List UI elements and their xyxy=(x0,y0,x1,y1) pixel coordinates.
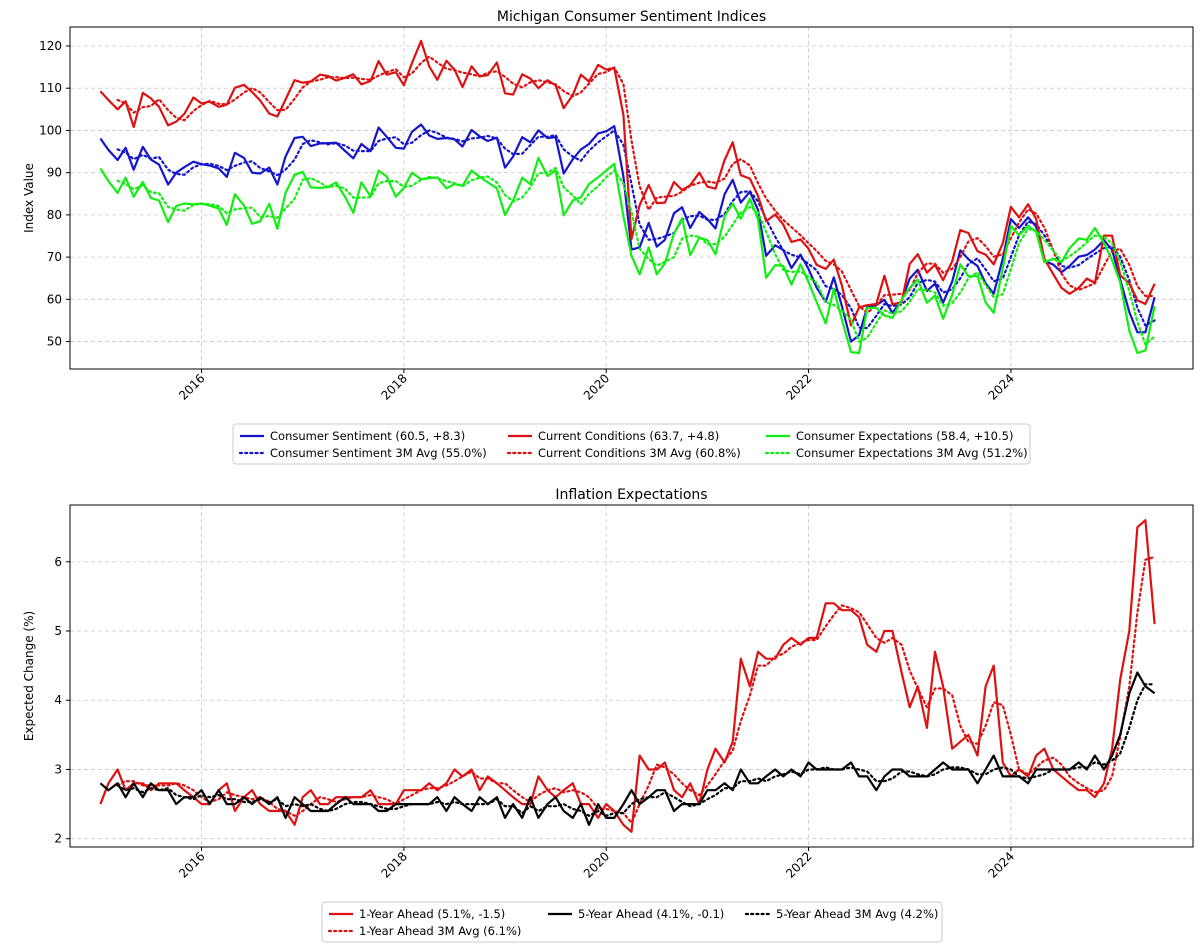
y-axis-label: Expected Change (%) xyxy=(22,611,36,741)
legend: 1-Year Ahead (5.1%, -1.5) 5-Year Ahead (4… xyxy=(321,901,943,943)
x-tick-label: 2020 xyxy=(581,371,612,402)
x-tick-label: 2020 xyxy=(581,849,612,880)
x-tick-label: 2016 xyxy=(176,371,207,402)
y-tick-label: 5 xyxy=(54,624,62,638)
x-tick-label: 2022 xyxy=(783,849,814,880)
x-tick-label: 2024 xyxy=(986,371,1017,402)
series-line-2 xyxy=(116,555,1156,824)
legend-label: Consumer Expectations 3M Avg (51.2%) xyxy=(796,446,1028,460)
legend-label: Consumer Expectations (58.4, +10.5) xyxy=(796,429,1013,443)
y-tick-label: 60 xyxy=(47,292,62,306)
y-tick-label: 50 xyxy=(47,335,62,349)
legend-label: 1-Year Ahead 3M Avg (6.1%) xyxy=(359,924,521,938)
x-tick-label: 2016 xyxy=(176,849,207,880)
series-line-1 xyxy=(99,519,1156,833)
y-tick-label: 4 xyxy=(54,693,62,707)
y-tick-label: 90 xyxy=(47,166,62,180)
legend-box xyxy=(321,901,943,943)
legend: Consumer Sentiment (60.5, +8.3) Current C… xyxy=(232,423,1031,465)
series-line-3 xyxy=(99,671,1156,826)
legend-label: Current Conditions (63.7, +4.8) xyxy=(538,429,719,443)
series-line-2 xyxy=(116,129,1156,330)
chart-panel-2: 2 3 4 5 6 2016 2018 2020 2022 2024 Inflation Expec… xyxy=(22,487,1194,943)
legend-label: 5-Year Ahead 3M Avg (4.2%) xyxy=(776,907,938,921)
series-group xyxy=(99,39,1156,355)
y-axis-label: Index Value xyxy=(22,163,36,233)
y-tick-label: 3 xyxy=(54,762,62,776)
series-line-5 xyxy=(99,156,1156,355)
y-tick-label: 70 xyxy=(47,250,62,264)
legend-box xyxy=(232,423,1031,465)
y-tick-label: 2 xyxy=(54,832,62,846)
series-group xyxy=(99,519,1156,833)
x-tick-label: 2024 xyxy=(986,849,1017,880)
legend-label: Current Conditions 3M Avg (60.8%) xyxy=(538,446,741,460)
series-line-3 xyxy=(99,39,1156,327)
x-tick-label: 2022 xyxy=(783,371,814,402)
series-line-4 xyxy=(116,55,1156,314)
axes-frame xyxy=(69,26,1194,370)
legend-label: Consumer Sentiment 3M Avg (55.0%) xyxy=(270,446,487,460)
y-tick-label: 80 xyxy=(47,208,62,222)
axes-frame xyxy=(69,504,1194,848)
series-line-1 xyxy=(99,123,1156,343)
y-tick-label: 6 xyxy=(54,555,62,569)
legend-label: Consumer Sentiment (60.5, +8.3) xyxy=(270,429,465,443)
chart-panel-1: 50 60 70 80 90 100 110 120 2016 2018 2020 2022 2024 M… xyxy=(22,9,1194,465)
y-tick-label: 110 xyxy=(39,81,62,95)
y-tick-label: 100 xyxy=(39,123,62,137)
chart-title: Inflation Expectations xyxy=(555,487,707,503)
legend-label: 5-Year Ahead (4.1%, -0.1) xyxy=(578,907,724,921)
chart-title: Michigan Consumer Sentiment Indices xyxy=(497,9,766,25)
y-tick-label: 120 xyxy=(39,39,62,53)
x-tick-label: 2018 xyxy=(378,849,409,880)
series-line-4 xyxy=(116,683,1156,817)
x-tick-label: 2018 xyxy=(378,371,409,402)
legend-label: 1-Year Ahead (5.1%, -1.5) xyxy=(359,907,505,921)
series-line-6 xyxy=(116,166,1156,346)
